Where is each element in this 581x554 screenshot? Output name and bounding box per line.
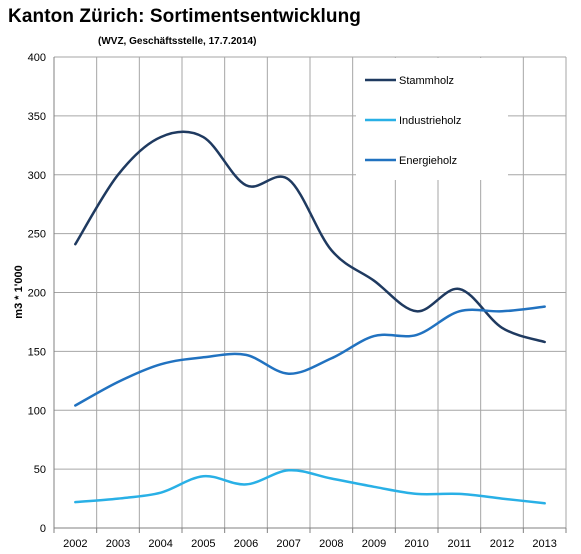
y-tick-label: 200 — [28, 288, 46, 300]
y-axis-label: m3 * 1'000 — [13, 265, 25, 318]
series-line-stammholz — [74, 130, 546, 344]
axes — [53, 57, 567, 533]
x-tick-label: 2009 — [362, 538, 386, 550]
x-tick-label: 2006 — [234, 538, 258, 550]
x-tick-label: 2010 — [404, 538, 428, 550]
x-tick-label: 2005 — [191, 538, 215, 550]
x-tick-labels: 2002 2003 2004 2005 2006 2007 2008 2009 2010 2011… — [63, 538, 557, 550]
legend-label: Industrieholz — [399, 115, 461, 127]
y-tick-label: 400 — [28, 52, 46, 64]
legend-label: Energieholz — [399, 155, 457, 167]
x-tick-label: 2002 — [63, 538, 87, 550]
x-tick-label: 2004 — [148, 538, 172, 550]
y-tick-label: 150 — [28, 346, 46, 358]
y-tick-label: 0 — [40, 523, 46, 535]
x-tick-label: 2013 — [532, 538, 556, 550]
legend: Stammholz Industrieholz Energieholz — [356, 58, 508, 180]
series-line-energieholz — [74, 305, 546, 407]
chart-title: Kanton Zürich: Sortimentsentwicklung — [8, 6, 362, 27]
chart-subtitle: (WVZ, Geschäftsstelle, 17.7.2014) — [98, 36, 257, 47]
y-tick-label: 250 — [28, 229, 46, 241]
series-lines — [74, 130, 546, 505]
series-line-industrieholz — [74, 469, 546, 505]
y-tick-label: 100 — [28, 405, 46, 417]
y-tick-labels: 0 50 100 150 200 250 300 350 400 — [28, 52, 46, 535]
x-tick-label: 2007 — [276, 538, 300, 550]
y-tick-label: 50 — [34, 464, 46, 476]
legend-label: Stammholz — [399, 75, 454, 87]
y-tick-label: 300 — [28, 170, 46, 182]
x-tick-label: 2003 — [106, 538, 130, 550]
y-tick-label: 350 — [28, 111, 46, 123]
x-tick-label: 2012 — [490, 538, 514, 550]
x-tick-label: 2008 — [319, 538, 343, 550]
x-tick-label: 2011 — [448, 538, 472, 550]
